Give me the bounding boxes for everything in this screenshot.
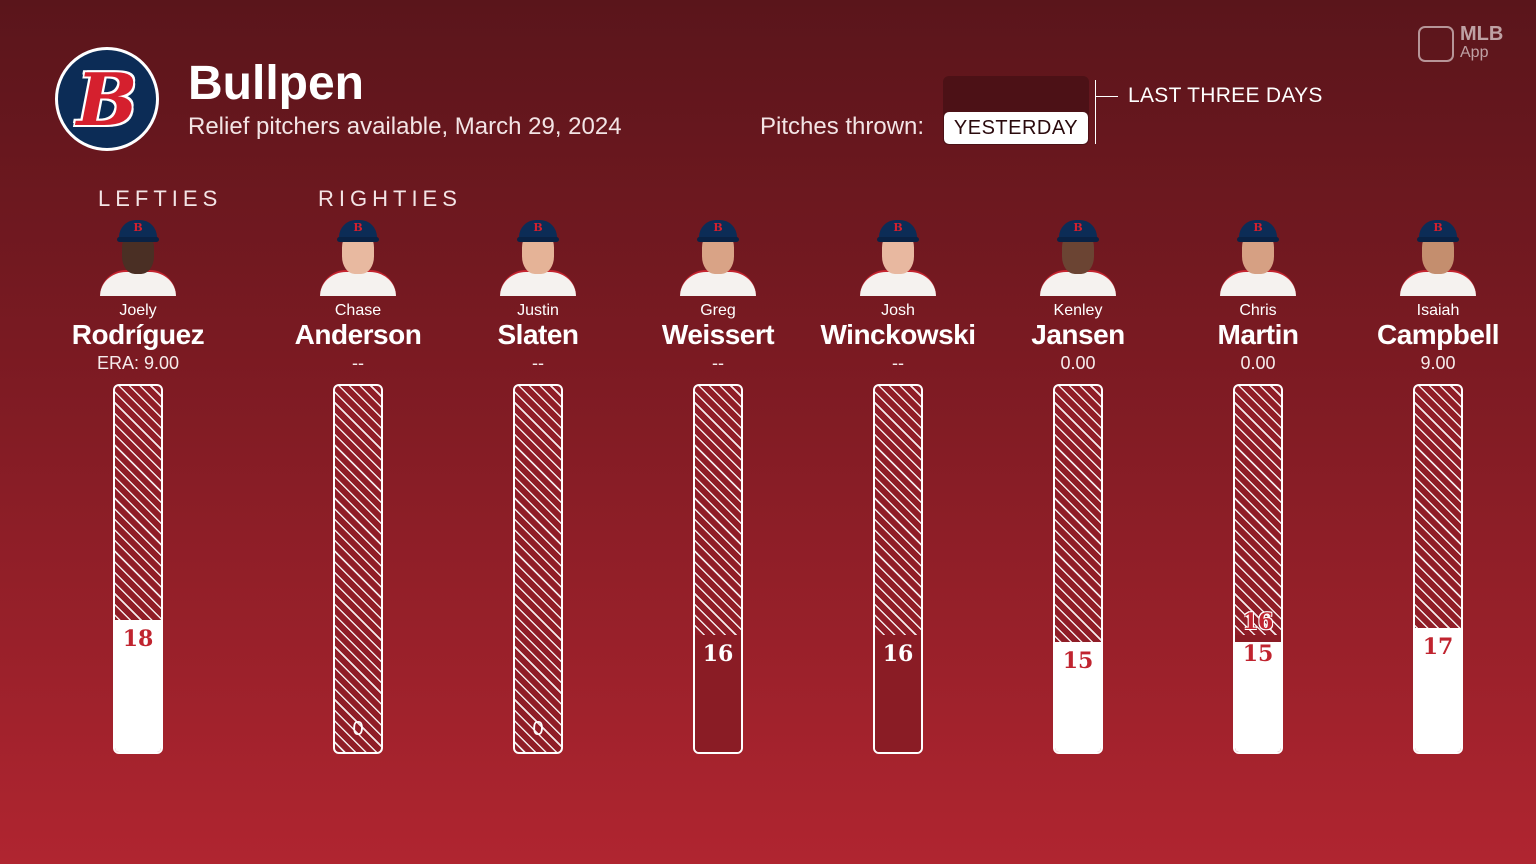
mlb-wordmark: MLB <box>1460 23 1504 45</box>
player-era: ERA: 9.00 <box>96 353 180 373</box>
pitch-count-bar: 16 15 <box>1233 384 1283 754</box>
page-title: Bullpen <box>188 57 364 110</box>
app-wordmark: App <box>1460 44 1489 61</box>
bar-value-label: 15 <box>1062 648 1094 675</box>
player-era: -- <box>712 353 724 373</box>
group-label-righties: RIGHTIES <box>318 186 462 211</box>
player-first-name: Kenley <box>1053 302 1103 319</box>
player-headshot <box>498 216 578 296</box>
pitch-count-bar: 0 <box>513 384 563 754</box>
bar-value-label-prior: 16 <box>1242 608 1274 635</box>
player-era: 0.00 <box>1060 353 1096 373</box>
player-first-name: Joely <box>119 302 157 319</box>
bar-value-label: 16 <box>882 640 914 667</box>
pitch-count-bar: 15 <box>1053 384 1103 754</box>
page-subtitle: Relief pitchers available, March 29, 202… <box>188 113 622 140</box>
pitches-thrown-label: Pitches thrown: <box>760 113 925 140</box>
player-era: -- <box>352 353 364 373</box>
player-headshot <box>678 216 758 296</box>
bar-value-label: 0 <box>352 718 364 740</box>
pitch-count-bar: 16 <box>873 384 923 754</box>
group-label-lefties: LEFTIES <box>98 186 223 211</box>
bar-value-label: 16 <box>702 640 734 667</box>
player-last-name: Campbell <box>1376 319 1500 350</box>
mlb-app-logo: MLB App <box>1418 24 1518 66</box>
bar-value-label: 17 <box>1422 633 1454 660</box>
bar-fill-yesterday <box>1235 642 1281 752</box>
toggle-option-yesterday[interactable]: YESTERDAY <box>944 112 1088 144</box>
player-first-name: Justin <box>517 302 559 319</box>
pitch-count-bar: 0 <box>333 384 383 754</box>
player-headshot <box>98 216 178 296</box>
bar-fill-prior-days <box>695 634 741 752</box>
toggle-option-last-three-days[interactable]: LAST THREE DAYS <box>1128 84 1323 107</box>
player-first-name: Greg <box>700 302 736 319</box>
player-headshot <box>1218 216 1298 296</box>
pitch-count-bar: 16 <box>693 384 743 754</box>
player-last-name: Anderson <box>294 319 422 350</box>
player-era: -- <box>532 353 544 373</box>
bar-value-label: 18 <box>122 626 154 653</box>
red-sox-logo: B <box>55 47 159 151</box>
player-first-name: Chase <box>334 302 382 319</box>
bar-value-label: 15 <box>1242 640 1274 667</box>
bar-value-label: 0 <box>532 718 544 740</box>
bar-fill-yesterday <box>1415 627 1461 752</box>
player-last-name: Weissert <box>661 319 775 350</box>
player-era: -- <box>892 353 904 373</box>
bar-fill-prior-days <box>875 634 921 752</box>
pitch-count-bar: 17 <box>1413 384 1463 754</box>
player-first-name: Josh <box>881 302 915 319</box>
player-last-name: Martin <box>1217 319 1300 350</box>
player-headshot <box>1038 216 1118 296</box>
player-first-name: Isaiah <box>1416 302 1460 319</box>
player-headshot <box>1398 216 1478 296</box>
player-first-name: Chris <box>1239 302 1277 319</box>
player-last-name: Jansen <box>1031 319 1125 350</box>
player-last-name: Rodríguez <box>71 319 205 350</box>
logo-letter: B <box>76 56 138 142</box>
player-last-name: Winckowski <box>820 319 976 350</box>
pitch-count-bar: 18 <box>113 384 163 754</box>
toggle-bracket <box>1095 80 1118 144</box>
player-era: 9.00 <box>1420 353 1456 373</box>
player-era: 0.00 <box>1240 353 1276 373</box>
player-last-name: Slaten <box>497 319 579 350</box>
player-headshot <box>858 216 938 296</box>
bar-fill-yesterday <box>1055 642 1101 752</box>
mlb-logo-icon <box>1418 26 1454 62</box>
bar-fill-yesterday <box>115 620 161 752</box>
player-headshot <box>318 216 398 296</box>
